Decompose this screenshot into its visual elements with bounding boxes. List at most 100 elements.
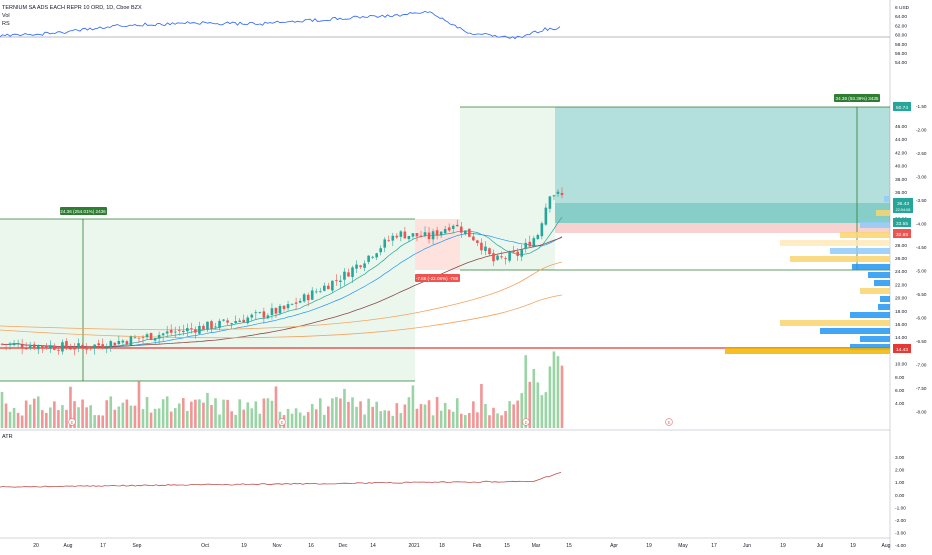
level-a-label: 33.55 bbox=[896, 221, 908, 227]
volume-bar bbox=[455, 398, 459, 428]
volume-bar bbox=[117, 406, 121, 428]
volume-bar bbox=[186, 410, 189, 428]
earnings-event-marker[interactable] bbox=[522, 418, 530, 426]
volume-bar bbox=[327, 406, 330, 428]
volume-profile-bar bbox=[790, 256, 890, 262]
atr-tick-label: 3.00 bbox=[895, 455, 905, 461]
volume-bar bbox=[133, 405, 137, 428]
volume-bar bbox=[371, 406, 374, 428]
earnings-event-label: E bbox=[281, 420, 284, 425]
price-tick-label: 44.00 bbox=[895, 137, 907, 143]
candle-body bbox=[89, 348, 92, 349]
long-measure-label-bg-2 bbox=[834, 94, 880, 102]
volume-bar bbox=[141, 409, 145, 428]
volume-bar bbox=[69, 386, 72, 428]
rs-tick-label: 60.00 bbox=[895, 33, 907, 39]
candle-body bbox=[181, 330, 185, 332]
volume-bar bbox=[387, 410, 391, 428]
candle-body bbox=[194, 329, 197, 333]
level-b-tag bbox=[893, 229, 911, 238]
volume-bar bbox=[77, 407, 80, 428]
volume-bar bbox=[242, 409, 246, 428]
volume-bar bbox=[560, 365, 564, 428]
volume-bar bbox=[12, 407, 16, 428]
volume-bar bbox=[488, 415, 491, 428]
time-tick-label: Mar bbox=[532, 543, 541, 549]
candle-body bbox=[73, 348, 76, 350]
volume-bar bbox=[165, 396, 169, 428]
candle-body bbox=[278, 306, 282, 314]
volume-bar bbox=[254, 401, 258, 428]
candle-body bbox=[343, 271, 346, 280]
earnings-event-label: E bbox=[525, 420, 528, 425]
volume-bar bbox=[492, 407, 495, 428]
candle-body bbox=[258, 312, 262, 313]
volume-profile-bar bbox=[820, 328, 890, 334]
candle-body bbox=[65, 341, 68, 348]
candle-body bbox=[133, 337, 137, 339]
volume-bar bbox=[310, 403, 314, 428]
volume-bar bbox=[113, 409, 117, 428]
earnings-event-marker[interactable] bbox=[278, 418, 286, 426]
volume-bar bbox=[20, 415, 24, 428]
side-tick-label: -8.00 bbox=[916, 410, 927, 415]
volume-bar bbox=[335, 396, 338, 428]
time-tick-label: 18 bbox=[439, 543, 445, 549]
volume-bar bbox=[65, 409, 68, 428]
volume-profile-bar bbox=[850, 312, 890, 318]
level-a-tag bbox=[893, 218, 911, 227]
volume-bar bbox=[93, 415, 96, 428]
candle-body bbox=[77, 343, 80, 349]
rs-line bbox=[0, 10, 561, 40]
volume-bar bbox=[403, 404, 407, 428]
rs-tick-label: 54.00 bbox=[895, 60, 907, 66]
candle-body bbox=[109, 341, 113, 347]
volume-bar bbox=[270, 400, 274, 428]
candle-body bbox=[125, 341, 129, 345]
side-tick-label: -4.50 bbox=[916, 245, 927, 250]
side-tick-label: -6.50 bbox=[916, 339, 927, 344]
volume-bar bbox=[355, 406, 358, 428]
time-tick-label: 15 bbox=[566, 543, 572, 549]
volume-bar bbox=[395, 403, 399, 428]
candle-body bbox=[137, 337, 141, 339]
candle-body bbox=[45, 345, 48, 349]
volume-bar bbox=[347, 401, 350, 428]
time-tick-label: Aug bbox=[882, 543, 891, 549]
earnings-event-label: E bbox=[71, 420, 74, 425]
candle-body bbox=[20, 344, 24, 349]
volume-bar bbox=[0, 392, 4, 428]
price-tick-label: 26.00 bbox=[895, 256, 907, 262]
long-measure-label-bg-1 bbox=[60, 207, 107, 215]
candle-body bbox=[314, 291, 318, 293]
volume-bar bbox=[4, 403, 8, 428]
candle-body bbox=[403, 231, 407, 239]
volume-bar bbox=[496, 413, 499, 428]
volume-bar bbox=[121, 402, 125, 428]
volume-bar bbox=[181, 398, 185, 428]
candle-body bbox=[262, 311, 266, 318]
volume-profile-bar bbox=[868, 272, 890, 278]
time-tick-label: 19 bbox=[850, 543, 856, 549]
earnings-event-marker[interactable] bbox=[665, 418, 673, 426]
candle-body bbox=[49, 345, 52, 349]
price-tick-label: 14.00 bbox=[895, 335, 907, 341]
side-tick-label: -2.50 bbox=[916, 151, 927, 156]
time-tick-label: Sep bbox=[133, 543, 142, 549]
volume-bar bbox=[302, 415, 306, 428]
earnings-event-marker[interactable] bbox=[68, 418, 76, 426]
candle-body bbox=[169, 329, 173, 333]
candle-body bbox=[528, 241, 532, 247]
volume-profile-bar bbox=[780, 320, 890, 326]
volume-bar bbox=[556, 356, 560, 428]
atr-tick-label: 1.00 bbox=[895, 480, 905, 486]
candle-body bbox=[186, 328, 189, 332]
volume-profile-bar bbox=[860, 336, 890, 342]
volume-profile-bar bbox=[852, 264, 890, 270]
side-tick-label: -5.00 bbox=[916, 269, 927, 274]
candle-body bbox=[423, 232, 427, 236]
candle-body bbox=[363, 263, 366, 268]
time-tick-label: Aug bbox=[64, 543, 73, 549]
candle-body bbox=[327, 285, 330, 290]
